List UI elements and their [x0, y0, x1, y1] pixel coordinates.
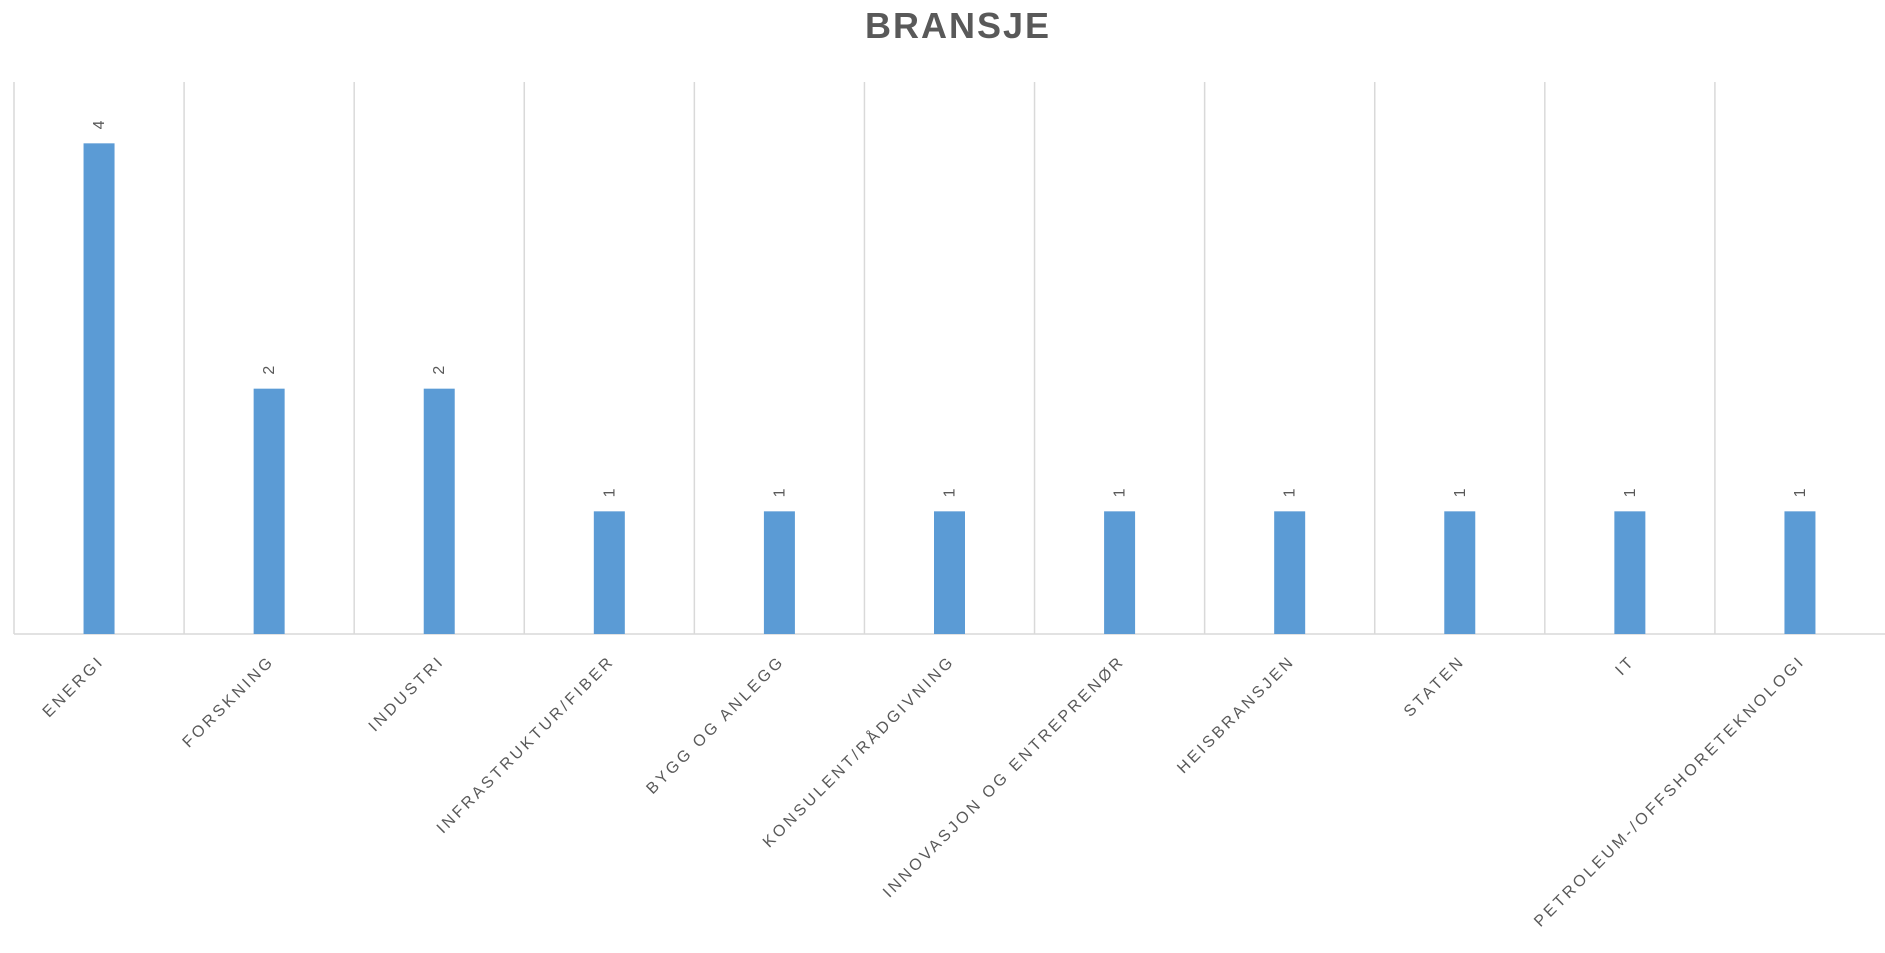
- data-label: 1: [1112, 488, 1129, 497]
- data-label: 1: [601, 488, 618, 497]
- bar: [1784, 511, 1816, 634]
- bar: [593, 511, 625, 634]
- bar: [83, 143, 115, 635]
- data-label: 1: [942, 488, 959, 497]
- bar: [1444, 511, 1476, 634]
- bar: [1104, 511, 1136, 634]
- x-tick-label: FORSKNING: [180, 653, 278, 751]
- data-label: 1: [1622, 488, 1639, 497]
- x-tick-label: INDUSTRI: [366, 653, 448, 735]
- x-tick-label: BYGG OG ANLEGG: [643, 653, 788, 798]
- bar: [1614, 511, 1646, 634]
- bar: [934, 511, 965, 634]
- x-tick-label: ENERGI: [40, 653, 108, 721]
- bar: [763, 511, 795, 634]
- bar: [1274, 511, 1306, 634]
- data-label: 2: [431, 366, 448, 375]
- data-label: 2: [261, 366, 278, 375]
- data-label: 1: [1282, 488, 1299, 497]
- x-tick-label: PETROLEUM-/OFFSHORETEKNOLOGI: [1531, 653, 1809, 931]
- x-tick-label: IT: [1612, 653, 1638, 679]
- x-tick-label: KONSULENT/RÅDGIVNING: [759, 651, 959, 851]
- data-label: 4: [91, 120, 108, 129]
- data-label: 1: [771, 488, 788, 497]
- x-tick-label: INFRASTRUKTUR/FIBER: [434, 653, 618, 837]
- bar: [253, 388, 285, 634]
- x-tick-label: STATEN: [1401, 653, 1469, 721]
- bar: [423, 388, 455, 634]
- data-label: 1: [1792, 488, 1809, 497]
- data-label: 1: [1452, 488, 1469, 497]
- x-tick-label: HEISBRANSJEN: [1174, 653, 1298, 777]
- chart-title: BRANSJE: [865, 5, 1051, 46]
